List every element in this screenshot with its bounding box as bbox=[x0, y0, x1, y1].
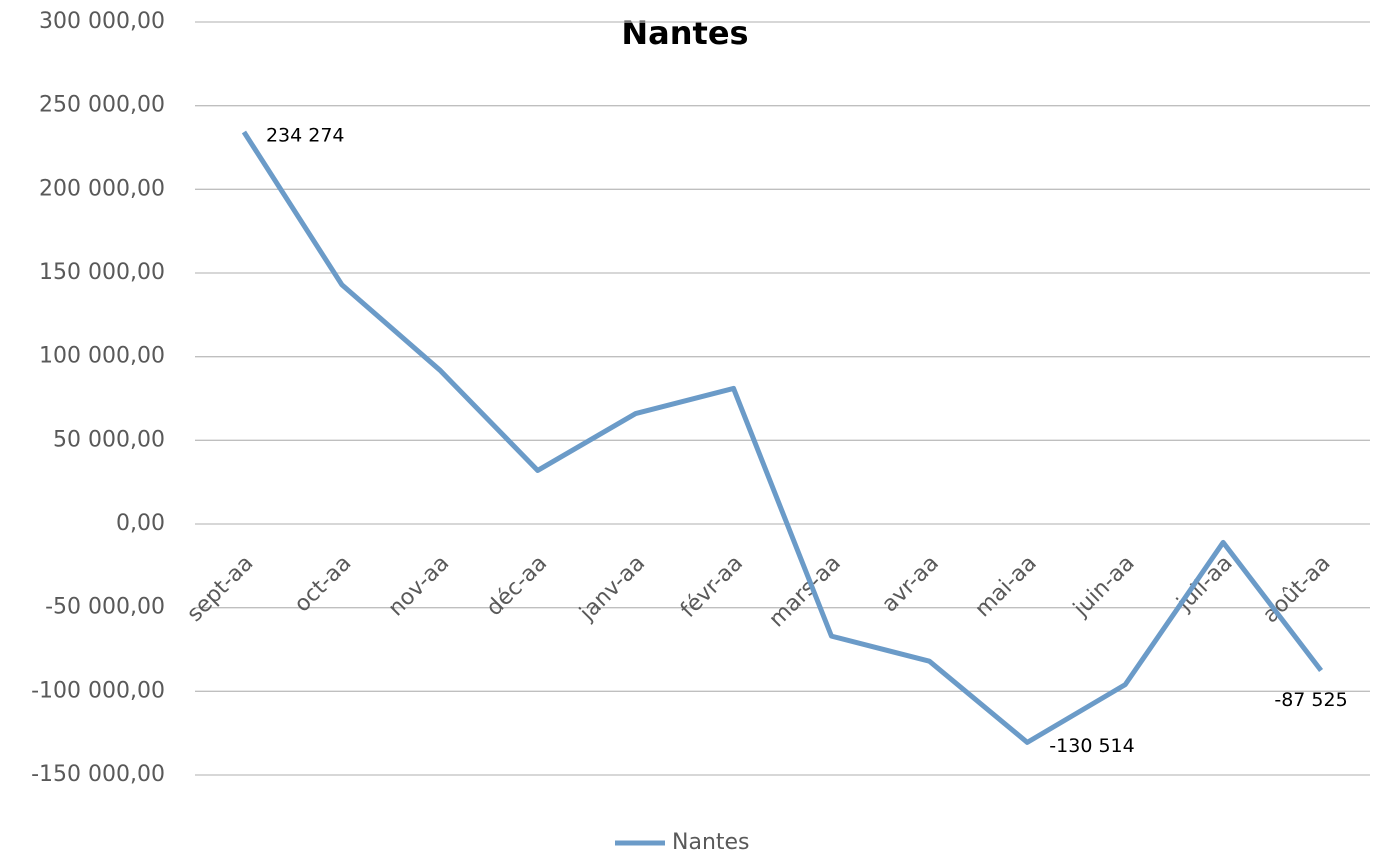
y-tick-label: -150 000,00 bbox=[31, 762, 165, 787]
x-tick-label: févr-aa bbox=[676, 551, 748, 623]
data-label: 234 274 bbox=[266, 124, 345, 146]
x-tick-label: juin-aa bbox=[1068, 551, 1139, 622]
x-tick-label: mai-aa bbox=[970, 551, 1041, 622]
x-tick-label: janv-aa bbox=[575, 551, 651, 627]
x-tick-label: sept-aa bbox=[182, 551, 258, 627]
data-label: -87 525 bbox=[1274, 689, 1347, 711]
x-tick-label: nov-aa bbox=[384, 551, 455, 622]
y-tick-label: 0,00 bbox=[116, 511, 165, 536]
y-tick-label: 300 000,00 bbox=[39, 9, 165, 34]
chart-title: Nantes bbox=[621, 14, 748, 52]
data-line bbox=[241, 130, 1324, 745]
y-tick-label: 200 000,00 bbox=[39, 176, 165, 201]
x-tick-label: août-aa bbox=[1258, 551, 1335, 628]
y-tick-label: -50 000,00 bbox=[45, 595, 165, 620]
data-label: -130 514 bbox=[1049, 735, 1134, 757]
y-tick-label: 150 000,00 bbox=[39, 260, 165, 285]
y-tick-label: -100 000,00 bbox=[31, 678, 165, 703]
x-tick-label: déc-aa bbox=[482, 551, 552, 621]
y-tick-label: 100 000,00 bbox=[39, 344, 165, 369]
y-tick-label: 250 000,00 bbox=[39, 93, 165, 118]
y-tick-label: 50 000,00 bbox=[53, 427, 165, 452]
legend-label: Nantes bbox=[672, 830, 750, 855]
